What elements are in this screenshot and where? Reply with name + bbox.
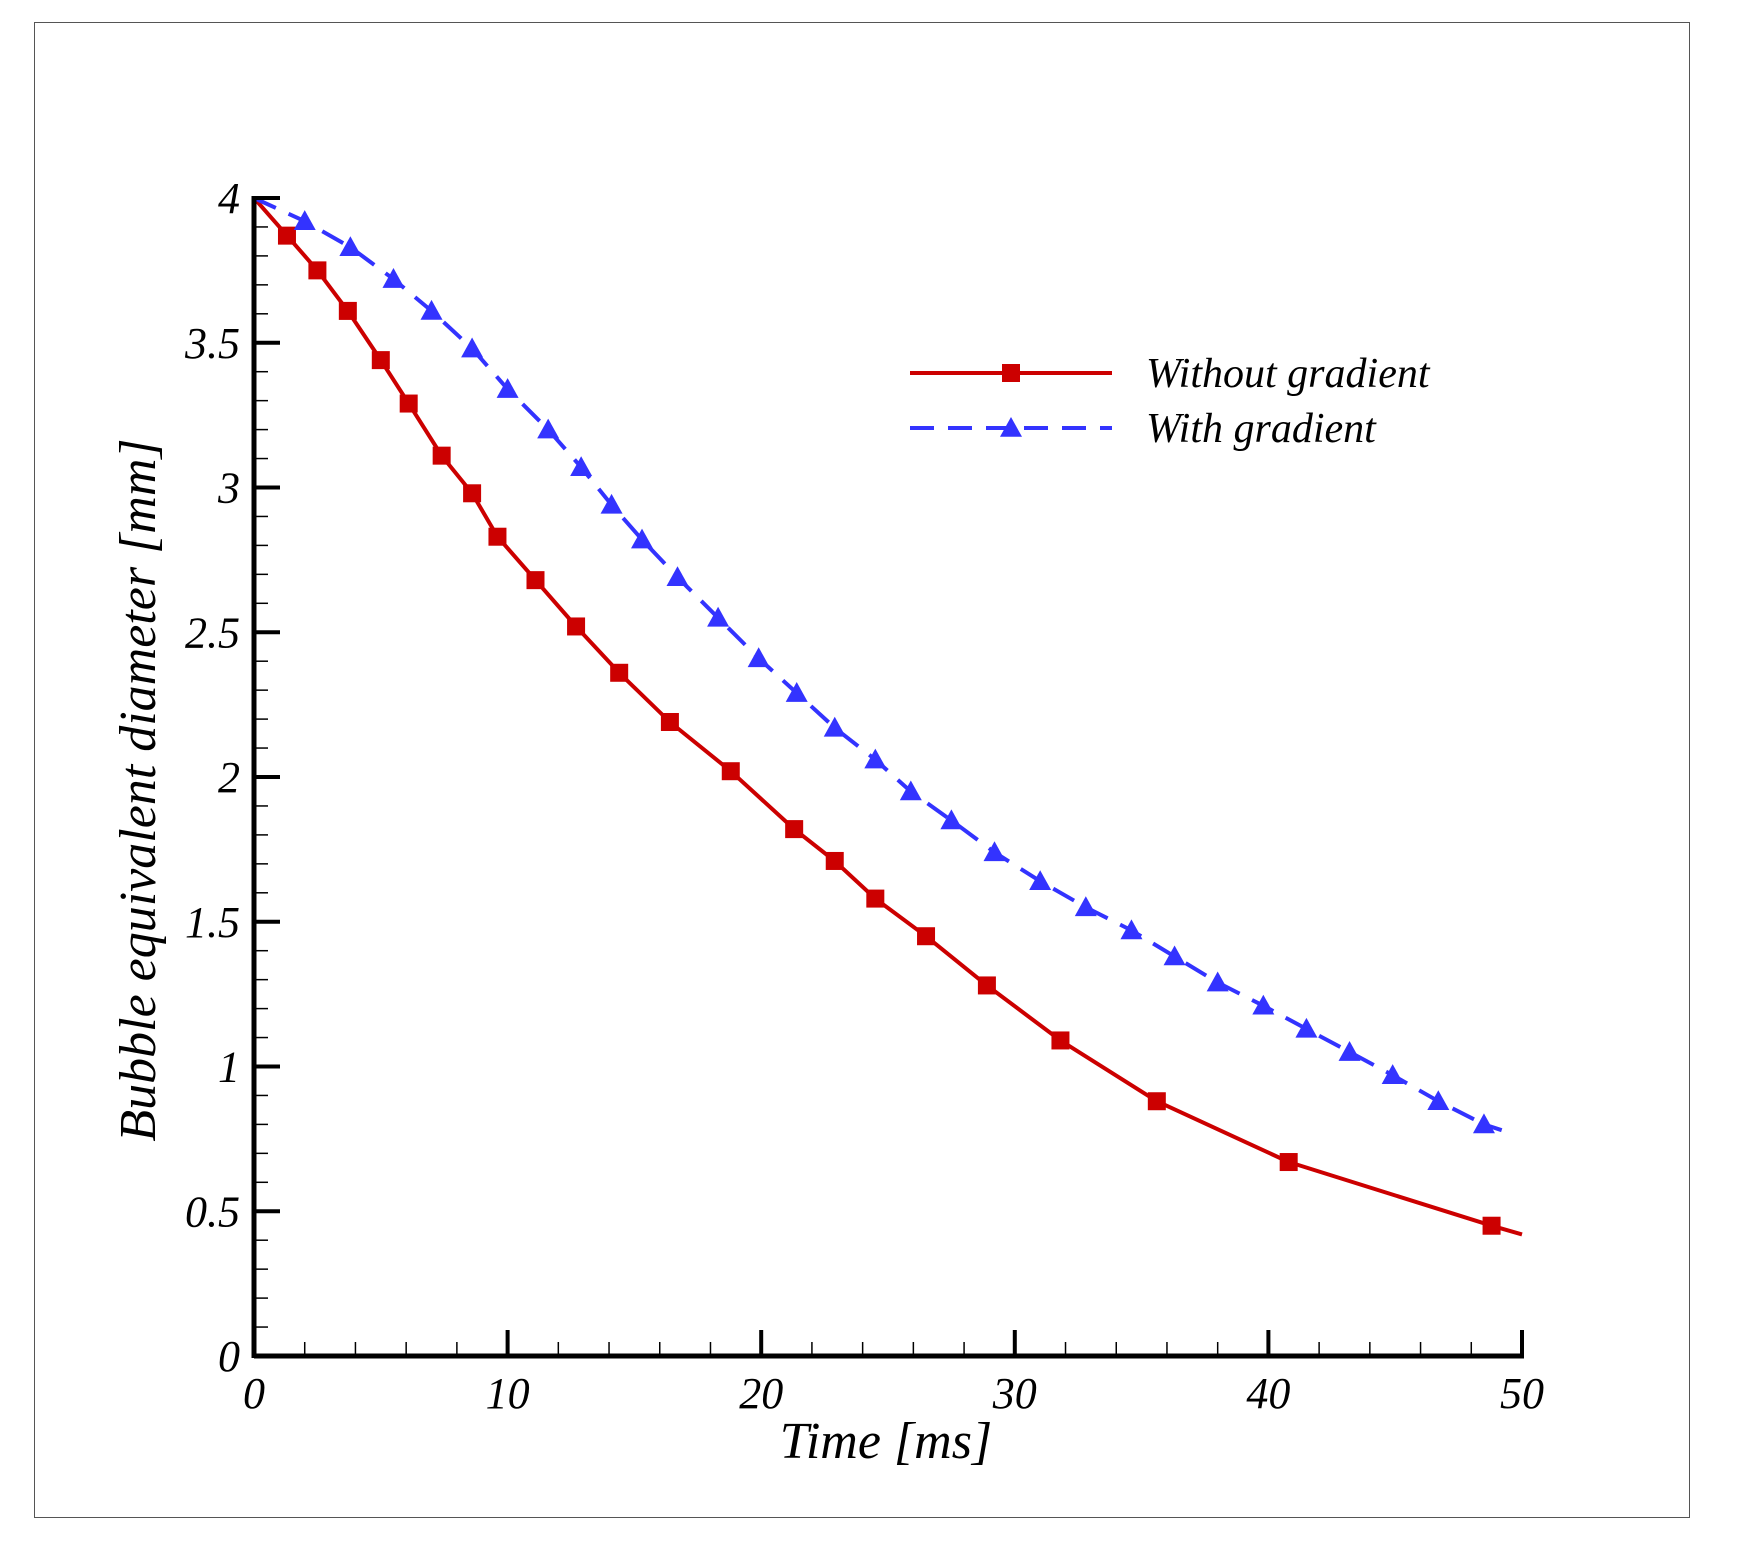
data-point-with-gradient — [747, 647, 770, 668]
data-point-without-gradient — [825, 851, 844, 870]
data-point-without-gradient — [399, 394, 418, 413]
y-tick-label: 2 — [218, 753, 240, 802]
data-point-without-gradient — [1051, 1031, 1070, 1050]
data-point-without-gradient — [660, 712, 679, 731]
data-point-with-gradient — [1381, 1064, 1404, 1084]
data-point-without-gradient — [432, 446, 451, 465]
data-point-with-gradient — [631, 528, 654, 549]
data-point-without-gradient — [1279, 1153, 1298, 1172]
data-point-with-gradient — [940, 809, 963, 830]
data-point-with-gradient — [1295, 1017, 1318, 1038]
data-point-with-gradient — [823, 716, 846, 737]
data-point-with-gradient — [537, 418, 560, 439]
data-point-with-gradient — [864, 748, 887, 769]
x-tick-label: 40 — [1246, 1369, 1290, 1418]
legend-marker-with-gradient — [1000, 417, 1022, 437]
ticks-layer: 0 10 20 30 40 50 0 0.5 1 1.5 2 2.5 3 3.5 4 — [184, 174, 1544, 1418]
data-point-with-gradient — [293, 210, 316, 230]
legend: Without gradient With gradient — [910, 351, 1431, 452]
figure-frame — [34, 22, 1690, 1518]
data-point-without-gradient — [610, 663, 629, 682]
data-point-without-gradient — [721, 762, 740, 781]
data-point-without-gradient — [977, 976, 996, 995]
data-point-with-gradient — [1163, 945, 1186, 966]
data-point-without-gradient — [526, 571, 545, 590]
y-tick-label: 0 — [218, 1332, 240, 1381]
x-tick-label: 30 — [992, 1369, 1037, 1418]
y-tick-label: 1 — [218, 1043, 240, 1092]
data-point-without-gradient — [785, 820, 804, 839]
data-point-with-gradient — [600, 493, 623, 514]
data-point-without-gradient — [277, 226, 296, 245]
data-point-with-gradient — [707, 606, 730, 627]
y-tick-label: 2.5 — [185, 608, 240, 657]
data-point-with-gradient — [666, 566, 689, 587]
data-point-with-gradient — [570, 456, 593, 477]
data-point-without-gradient — [338, 301, 357, 320]
y-axis-title: Bubble equivalent diameter [mm] — [110, 438, 167, 1141]
x-axis-title: Time [ms] — [780, 1413, 992, 1470]
legend-label-without-gradient: Without gradient — [1146, 351, 1431, 397]
data-point-without-gradient — [463, 484, 482, 503]
y-tick-label: 4 — [218, 174, 240, 223]
series-line-with-gradient — [253, 196, 1503, 1133]
data-point-with-gradient — [339, 236, 362, 257]
series-with-gradient — [253, 196, 1503, 1134]
legend-label-with-gradient: With gradient — [1146, 406, 1377, 452]
data-point-without-gradient — [488, 527, 507, 546]
series-without-gradient — [252, 196, 1523, 1237]
x-tick-label: 0 — [243, 1369, 265, 1418]
data-point-with-gradient — [420, 299, 443, 320]
data-point-with-gradient — [983, 841, 1006, 862]
data-point-with-gradient — [461, 337, 484, 358]
x-tick-label: 10 — [486, 1369, 530, 1418]
data-point-without-gradient — [866, 889, 885, 908]
x-tick-label: 20 — [739, 1369, 783, 1418]
y-tick-label: 3.5 — [184, 319, 240, 368]
data-point-with-gradient — [1120, 919, 1143, 940]
y-tick-label: 0.5 — [185, 1187, 240, 1236]
data-point-with-gradient — [785, 682, 808, 702]
data-point-with-gradient — [1472, 1113, 1495, 1134]
data-point-with-gradient — [382, 268, 405, 288]
y-tick-label: 3 — [217, 464, 240, 513]
data-point-with-gradient — [1206, 971, 1229, 992]
data-point-with-gradient — [1338, 1041, 1361, 1061]
data-point-with-gradient — [1427, 1090, 1450, 1111]
series-layer — [252, 196, 1523, 1237]
data-point-without-gradient — [567, 617, 586, 636]
data-point-with-gradient — [1252, 994, 1275, 1015]
data-point-with-gradient — [496, 378, 519, 398]
x-tick-label: 50 — [1500, 1369, 1544, 1418]
data-point-without-gradient — [1147, 1092, 1166, 1111]
data-point-without-gradient — [308, 261, 327, 280]
data-point-without-gradient — [917, 927, 936, 946]
data-point-without-gradient — [371, 351, 390, 370]
data-point-without-gradient — [1482, 1216, 1501, 1235]
data-point-with-gradient — [899, 780, 922, 801]
data-point-with-gradient — [1074, 896, 1097, 917]
data-point-with-gradient — [1029, 870, 1052, 891]
y-tick-label: 1.5 — [185, 898, 240, 947]
legend-marker-without-gradient — [1002, 364, 1020, 382]
